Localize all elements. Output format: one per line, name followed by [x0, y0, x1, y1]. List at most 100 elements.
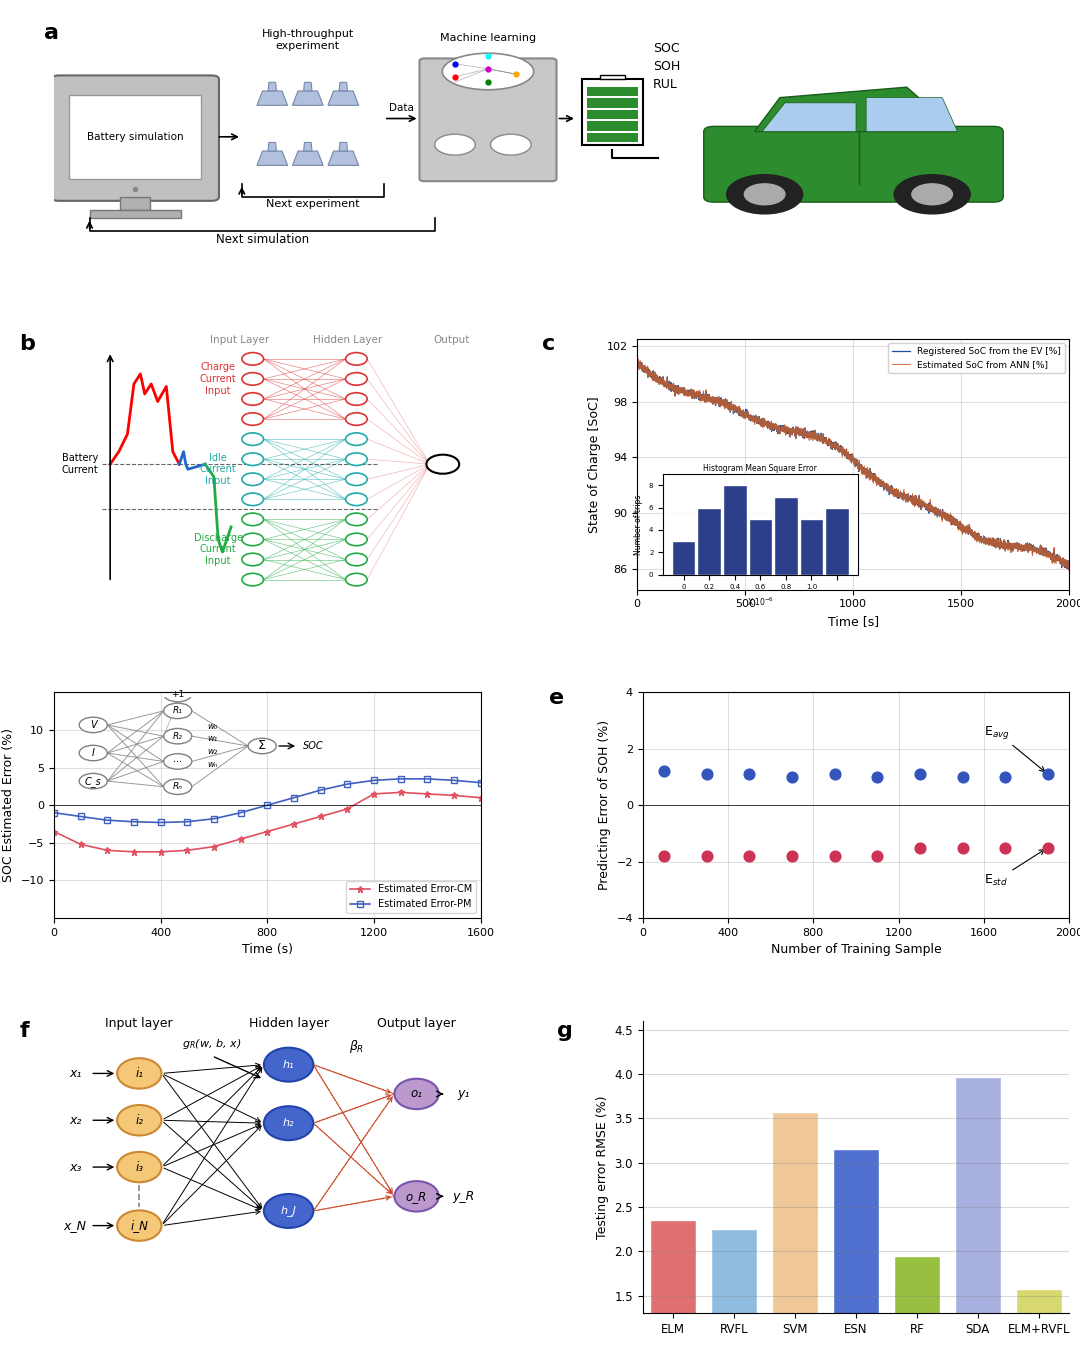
Circle shape [435, 134, 475, 156]
Estimated Error-CM [367, 785, 380, 802]
Point [783, 766, 800, 788]
Text: g: g [557, 1021, 573, 1041]
Text: Charge
Current
Input: Charge Current Input [200, 363, 237, 395]
Text: y₁: y₁ [457, 1087, 470, 1101]
Circle shape [242, 352, 264, 366]
FancyBboxPatch shape [69, 95, 201, 179]
Text: Hidden layer: Hidden layer [248, 1017, 328, 1029]
Polygon shape [268, 83, 276, 91]
Circle shape [264, 1048, 313, 1082]
Estimated Error-CM [260, 823, 273, 839]
Registered SoC from the EV [%] [1063, 559, 1076, 575]
Estimated Error-CM [474, 789, 487, 806]
FancyBboxPatch shape [588, 122, 637, 130]
Registered SoC from the EV [%] [631, 353, 644, 370]
Estimated Error-CM [100, 842, 113, 858]
Estimated SoC from ANN [%] [631, 356, 644, 372]
Text: Input layer: Input layer [106, 1017, 173, 1029]
Circle shape [912, 184, 953, 204]
Text: h_J: h_J [281, 1205, 297, 1216]
Point [1039, 764, 1056, 785]
Circle shape [242, 533, 264, 546]
Text: Idle
Current
Input: Idle Current Input [200, 452, 237, 486]
Text: f: f [19, 1021, 29, 1041]
Y-axis label: SOC Estimated Error (%): SOC Estimated Error (%) [2, 728, 15, 883]
Polygon shape [257, 152, 287, 165]
Estimated SoC from ANN [%] [1008, 536, 1021, 552]
Circle shape [744, 184, 785, 204]
Estimated Error-CM [314, 808, 327, 825]
Text: Next experiment: Next experiment [266, 199, 360, 210]
Polygon shape [90, 210, 181, 218]
Text: E$_{avg}$: E$_{avg}$ [984, 724, 1044, 772]
Y-axis label: Predicting Error of SOH (%): Predicting Error of SOH (%) [598, 720, 611, 890]
Legend: Estimated Error-CM, Estimated Error-PM: Estimated Error-CM, Estimated Error-PM [347, 880, 475, 913]
Point [826, 845, 843, 867]
Text: e: e [549, 688, 564, 708]
Estimated Error-PM [287, 789, 300, 806]
Polygon shape [303, 83, 312, 91]
FancyBboxPatch shape [52, 76, 219, 200]
Estimated Error-CM [207, 838, 220, 854]
Circle shape [346, 513, 367, 525]
Estimated SoC from ANN [%] [1054, 552, 1067, 569]
Estimated Error-CM [287, 816, 300, 833]
Point [826, 764, 843, 785]
Bar [894, 1255, 940, 1354]
Text: i₁: i₁ [135, 1067, 144, 1080]
Estimated Error-PM [127, 814, 140, 830]
Estimated Error-PM [447, 772, 460, 788]
Text: h₁: h₁ [283, 1060, 295, 1070]
Estimated Error-CM [75, 837, 87, 853]
Text: Discharge
Current
Input: Discharge Current Input [193, 533, 243, 566]
Circle shape [346, 573, 367, 586]
Text: Data: Data [389, 103, 414, 112]
Estimated Error-PM [154, 814, 167, 830]
Text: Machine learning: Machine learning [440, 32, 536, 42]
Bar [650, 1220, 696, 1354]
Text: x₃: x₃ [69, 1160, 81, 1174]
Registered SoC from the EV [%] [631, 352, 644, 368]
Circle shape [346, 413, 367, 425]
Polygon shape [339, 142, 348, 152]
Circle shape [117, 1059, 162, 1089]
Legend: Registered SoC from the EV [%], Estimated SoC from ANN [%]: Registered SoC from the EV [%], Estimate… [889, 344, 1065, 374]
Polygon shape [257, 91, 287, 106]
Registered SoC from the EV [%] [705, 390, 718, 406]
Text: o_R: o_R [406, 1190, 428, 1202]
Point [656, 761, 673, 783]
Circle shape [242, 513, 264, 525]
Polygon shape [328, 152, 359, 165]
Text: Hidden Layer: Hidden Layer [313, 334, 382, 344]
Estimated Error-PM [394, 770, 407, 787]
Estimated Error-PM [367, 772, 380, 788]
Circle shape [264, 1194, 313, 1228]
Point [912, 837, 929, 858]
Estimated Error-CM [234, 831, 247, 848]
Estimated Error-CM [341, 800, 354, 816]
Circle shape [242, 554, 264, 566]
Bar [772, 1112, 818, 1354]
Line: Estimated Error-PM: Estimated Error-PM [51, 776, 484, 826]
Polygon shape [303, 142, 312, 152]
Estimated Error-CM [48, 823, 60, 839]
Estimated Error-CM [421, 785, 434, 802]
X-axis label: Number of Training Sample: Number of Training Sample [770, 944, 942, 956]
Polygon shape [120, 196, 150, 210]
Text: $\beta_R$: $\beta_R$ [349, 1039, 364, 1055]
Polygon shape [293, 91, 323, 106]
Point [868, 766, 886, 788]
Estimated Error-PM [75, 808, 87, 825]
Text: Next simulation: Next simulation [216, 233, 309, 245]
Text: Output layer: Output layer [377, 1017, 456, 1029]
Circle shape [242, 393, 264, 405]
Circle shape [346, 433, 367, 445]
Estimated Error-PM [207, 811, 220, 827]
FancyBboxPatch shape [704, 126, 1003, 202]
Point [698, 845, 715, 867]
FancyBboxPatch shape [419, 58, 556, 181]
Point [912, 764, 929, 785]
Polygon shape [762, 103, 856, 131]
Registered SoC from the EV [%] [797, 429, 810, 445]
Text: Battery simulation: Battery simulation [86, 131, 184, 142]
